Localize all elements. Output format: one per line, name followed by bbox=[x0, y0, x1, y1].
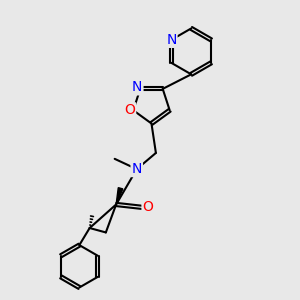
Text: N: N bbox=[132, 80, 142, 94]
Polygon shape bbox=[116, 188, 123, 205]
Text: N: N bbox=[166, 33, 176, 47]
Text: O: O bbox=[124, 103, 135, 117]
Text: O: O bbox=[142, 200, 153, 214]
Text: N: N bbox=[132, 162, 142, 176]
